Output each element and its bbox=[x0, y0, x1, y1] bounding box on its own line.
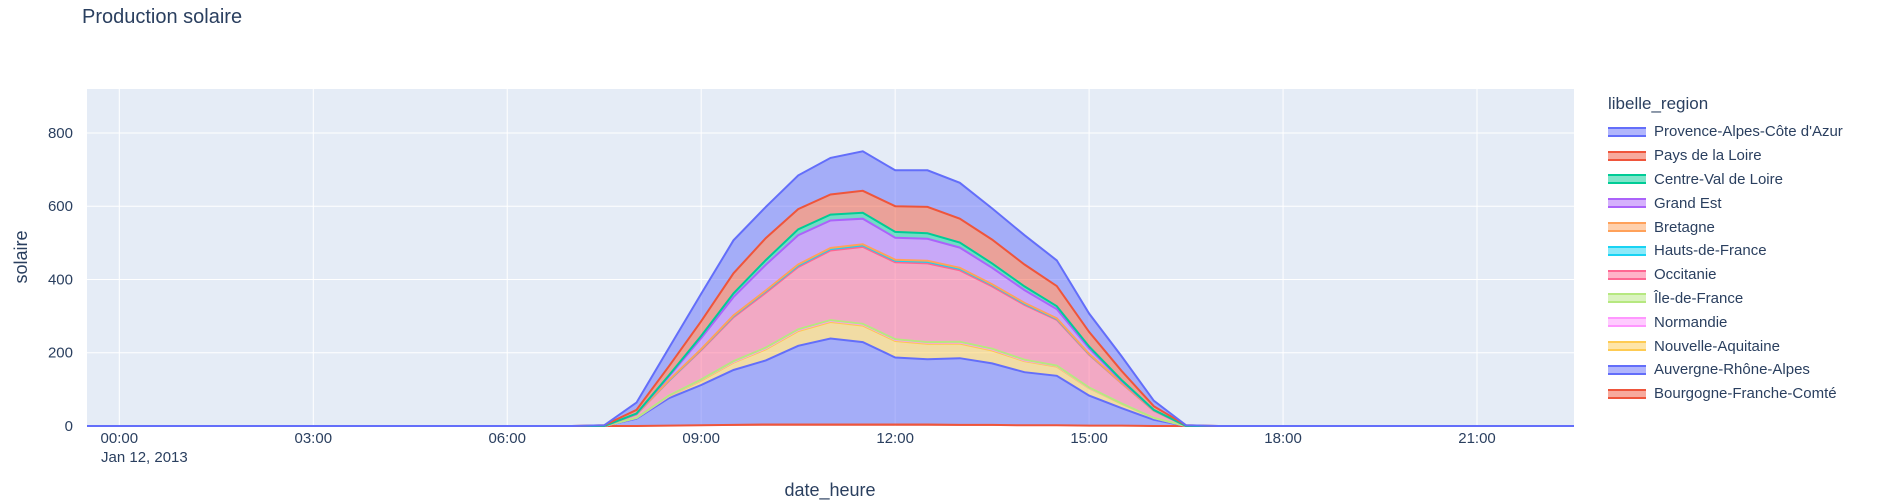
legend-title: libelle_region bbox=[1608, 94, 1709, 113]
x-tick-label: 18:00 bbox=[1264, 430, 1302, 447]
legend-item-auvergne-rhone-alpes[interactable]: Auvergne-Rhône-Alpes bbox=[1608, 358, 1874, 382]
area-fill-occitanie[interactable] bbox=[87, 246, 1574, 426]
legend-swatch bbox=[1608, 293, 1646, 304]
legend-swatch bbox=[1608, 317, 1646, 328]
y-tick-label: 200 bbox=[48, 345, 73, 362]
legend-label: Nouvelle-Aquitaine bbox=[1654, 337, 1780, 355]
x-tick-label: 00:00 bbox=[101, 430, 139, 447]
legend-label: Bretagne bbox=[1654, 218, 1715, 236]
y-tick-label: 400 bbox=[48, 271, 73, 288]
legend-label: Auvergne-Rhône-Alpes bbox=[1654, 361, 1810, 379]
legend-swatch bbox=[1608, 269, 1646, 280]
legend-item-hauts-de-france[interactable]: Hauts-de-France bbox=[1608, 239, 1874, 263]
x-tick-label: 15:00 bbox=[1070, 430, 1108, 447]
x-axis-title: date_heure bbox=[784, 480, 875, 501]
legend-label: Hauts-de-France bbox=[1654, 242, 1767, 260]
legend-item-pays-de-la-loire[interactable]: Pays de la Loire bbox=[1608, 144, 1874, 168]
legend-item-normandie[interactable]: Normandie bbox=[1608, 310, 1874, 334]
legend-swatch bbox=[1608, 198, 1646, 209]
legend-swatch bbox=[1608, 126, 1646, 137]
legend-label: Centre-Val de Loire bbox=[1654, 170, 1783, 188]
area-line-provence-alpes-cote-d-azur[interactable] bbox=[87, 150, 1574, 427]
legend: libelle_region Provence-Alpes-Côte d'Azu… bbox=[1608, 94, 1874, 406]
legend-label: Normandie bbox=[1654, 313, 1728, 331]
legend-swatch bbox=[1608, 245, 1646, 256]
x-tick-label: 09:00 bbox=[682, 430, 720, 447]
y-axis-ticks: 0 200 400 600 800 bbox=[48, 125, 73, 435]
legend-label: Pays de la Loire bbox=[1654, 147, 1762, 165]
y-tick-label: 600 bbox=[48, 198, 73, 215]
legend-swatch bbox=[1608, 174, 1646, 185]
x-axis-ticks: 00:00 03:00 06:00 09:00 12:00 15:00 18:00 21:00 bbox=[101, 430, 1496, 447]
x-tick-label: 21:00 bbox=[1458, 430, 1496, 447]
legend-label: Bourgogne-Franche-Comté bbox=[1654, 385, 1837, 403]
y-tick-label: 0 bbox=[65, 418, 73, 435]
legend-label: Grand Est bbox=[1654, 194, 1722, 212]
area-series-group[interactable] bbox=[87, 150, 1574, 427]
y-axis-title: solaire bbox=[11, 230, 31, 283]
y-tick-label: 800 bbox=[48, 125, 73, 142]
x-tick-label: 03:00 bbox=[295, 430, 333, 447]
legend-swatch bbox=[1608, 150, 1646, 161]
legend-label: Provence-Alpes-Côte d'Azur bbox=[1654, 123, 1843, 141]
legend-item-grand-est[interactable]: Grand Est bbox=[1608, 191, 1874, 215]
legend-label: Île-de-France bbox=[1654, 289, 1744, 307]
legend-swatch bbox=[1608, 341, 1646, 352]
legend-item-bourgogne-franche-comte[interactable]: Bourgogne-Franche-Comté bbox=[1608, 382, 1874, 406]
legend-item-centre-val-de-loire[interactable]: Centre-Val de Loire bbox=[1608, 168, 1874, 192]
legend-item-ile-de-france[interactable]: Île-de-France bbox=[1608, 287, 1874, 311]
chart-title: Production solaire bbox=[82, 6, 243, 28]
area-fill-auvergne-rhone-alpes[interactable] bbox=[87, 338, 1574, 427]
legend-swatch bbox=[1608, 364, 1646, 375]
legend-label: Occitanie bbox=[1654, 266, 1717, 284]
legend-items: Provence-Alpes-Côte d'Azur Pays de la Loi… bbox=[1608, 120, 1874, 406]
x-tick-label: 12:00 bbox=[876, 430, 914, 447]
legend-item-provence-alpes-cote-d-azur[interactable]: Provence-Alpes-Côte d'Azur bbox=[1608, 120, 1874, 144]
legend-swatch bbox=[1608, 388, 1646, 399]
legend-item-nouvelle-aquitaine[interactable]: Nouvelle-Aquitaine bbox=[1608, 334, 1874, 358]
legend-swatch bbox=[1608, 222, 1646, 233]
x-tick-label: 06:00 bbox=[488, 430, 526, 447]
x-axis-date-label: Jan 12, 2013 bbox=[101, 449, 188, 466]
legend-item-occitanie[interactable]: Occitanie bbox=[1608, 263, 1874, 287]
legend-item-bretagne[interactable]: Bretagne bbox=[1608, 215, 1874, 239]
